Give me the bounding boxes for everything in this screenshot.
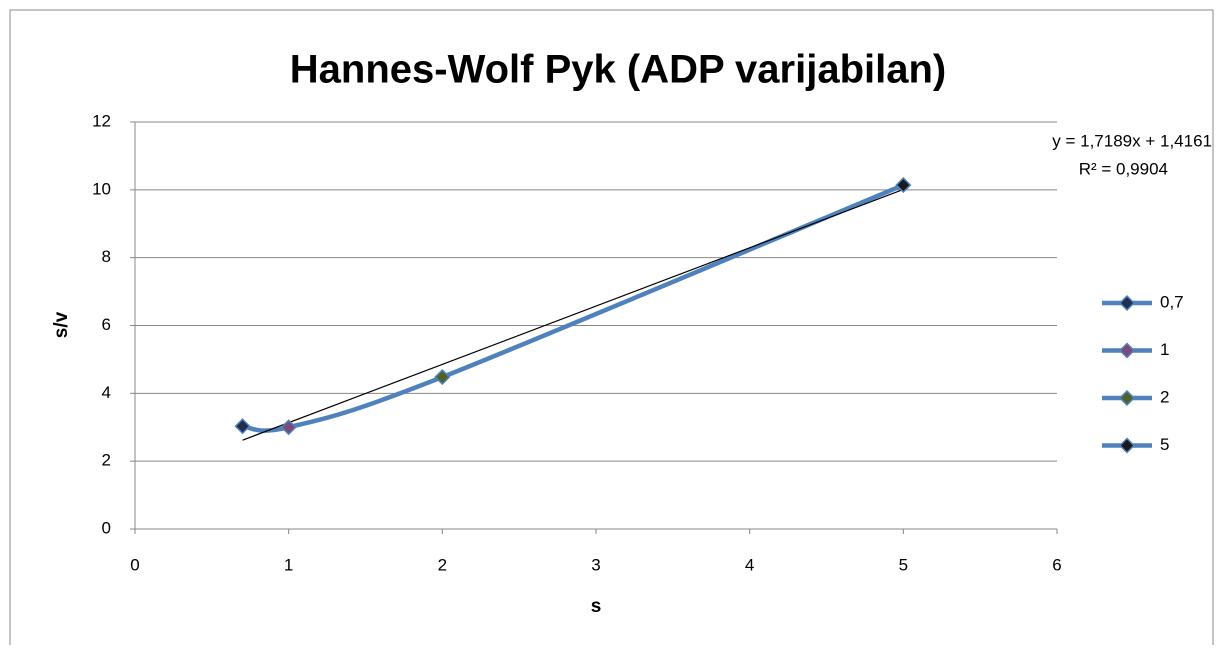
trendline-equation: y = 1,7189x + 1,4161 — [1052, 131, 1212, 150]
y-tick-label: 12 — [92, 111, 111, 130]
x-tick-label: 2 — [438, 555, 447, 574]
x-tick-label: 0 — [130, 555, 139, 574]
x-tick-label: 5 — [899, 555, 908, 574]
y-tick-label: 10 — [92, 179, 111, 198]
y-tick-label: 2 — [102, 451, 111, 470]
legend-label: 1 — [1160, 340, 1169, 359]
legend-label: 5 — [1160, 435, 1169, 454]
legend-label: 0,7 — [1160, 292, 1184, 311]
y-tick-label: 4 — [102, 383, 111, 402]
chart-title: Hannes-Wolf Pyk (ADP varijabilan) — [290, 48, 946, 92]
x-tick-label: 1 — [284, 555, 293, 574]
data-point — [895, 177, 912, 194]
data-point — [234, 418, 251, 435]
legend-marker — [1118, 437, 1136, 454]
data-point — [280, 419, 297, 436]
legend-marker — [1118, 389, 1136, 407]
x-axis-label: s — [591, 596, 602, 617]
trendline-r2: R² = 0,9904 — [1079, 159, 1168, 178]
y-tick-label: 0 — [102, 518, 111, 537]
y-tick-label: 6 — [102, 315, 111, 334]
legend-marker — [1118, 294, 1136, 312]
x-tick-label: 6 — [1052, 555, 1061, 574]
y-tick-label: 8 — [102, 247, 111, 266]
data-point — [434, 368, 451, 386]
y-axis-label: s/v — [51, 311, 72, 338]
trendline — [242, 188, 904, 441]
legend-label: 2 — [1160, 387, 1169, 406]
legend-marker — [1118, 342, 1136, 359]
x-tick-label: 4 — [745, 555, 754, 574]
chart-frame — [9, 9, 1214, 650]
x-tick-label: 3 — [591, 555, 600, 574]
